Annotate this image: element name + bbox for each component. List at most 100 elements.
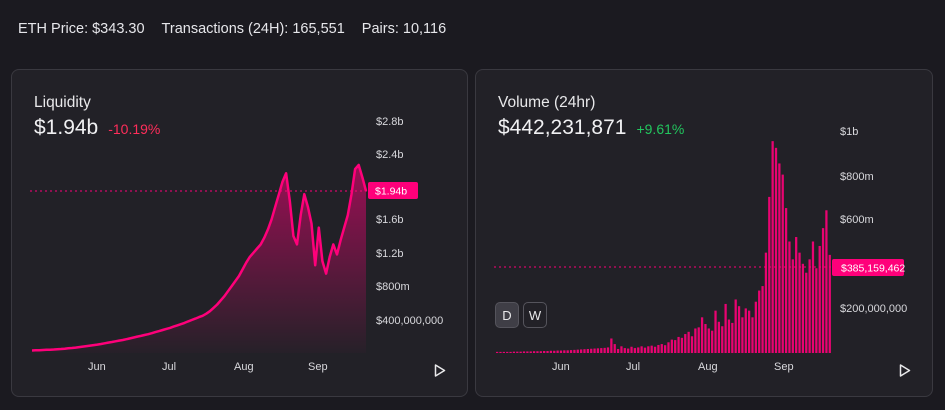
volume-bar <box>754 301 757 353</box>
volume-bar <box>546 350 549 353</box>
liquidity-y-tick: $400,000,000 <box>376 315 443 327</box>
volume-bar <box>583 349 586 353</box>
volume-bar <box>640 346 643 353</box>
volume-bar <box>731 322 734 354</box>
liquidity-value: $1.94b <box>34 116 99 139</box>
volume-title: Volume (24hr) <box>498 94 596 111</box>
weekly-toggle-button[interactable]: W <box>523 302 547 328</box>
volume-change: +9.61% <box>636 121 685 137</box>
volume-x-tick: Sep <box>774 361 794 373</box>
eth-price: ETH Price: $343.30 <box>18 21 145 37</box>
liquidity-line <box>31 163 368 352</box>
volume-bar <box>761 286 764 353</box>
liquidity-y-tick: $1.2b <box>376 248 404 260</box>
volume-bar <box>620 346 623 353</box>
volume-current-tag-text: $385,159,462 <box>841 263 905 275</box>
volume-bar <box>606 347 610 354</box>
play-icon <box>434 363 446 377</box>
volume-value: $442,231,871 <box>498 116 627 139</box>
volume-bar <box>734 299 737 353</box>
liquidity-y-tick: $2.8b <box>376 116 404 128</box>
volume-bar <box>727 319 731 353</box>
volume-bar <box>657 344 660 353</box>
volume-bar <box>811 241 815 353</box>
volume-bar <box>529 351 532 353</box>
volume-bar <box>650 345 653 353</box>
volume-bar <box>741 317 744 353</box>
volume-bar <box>556 350 559 353</box>
volume-bar <box>653 346 657 353</box>
volume-bar <box>704 324 707 353</box>
liquidity-summary: $1.94b -10.19% <box>34 116 160 140</box>
volume-bar <box>744 308 747 353</box>
liquidity-card: Liquidity $1.94b -10.19% $1.94b $2.8b $2… <box>11 69 468 397</box>
volume-bar <box>526 351 529 353</box>
volume-bar <box>586 348 589 353</box>
liquidity-area <box>32 165 366 353</box>
volume-bar <box>808 259 811 353</box>
volume-x-tick: Jul <box>626 361 640 373</box>
volume-bar <box>700 317 704 353</box>
volume-bar <box>660 344 663 353</box>
global-stats-bar: ETH Price: $343.30 Transactions (24H): 1… <box>18 21 446 37</box>
volume-bar <box>707 328 710 353</box>
volume-bar <box>506 351 509 353</box>
volume-bar <box>791 259 794 353</box>
volume-bar <box>539 351 542 353</box>
volume-bar <box>680 337 684 353</box>
volume-chart[interactable]: $385,159,462 $1b $800m $600m $200,000,00… <box>476 70 934 398</box>
volume-bar <box>717 321 721 353</box>
volume-bar <box>502 351 505 353</box>
volume-bar <box>694 328 697 353</box>
volume-bar <box>509 351 512 353</box>
liquidity-play-button[interactable] <box>432 362 448 378</box>
volume-bar <box>664 345 667 353</box>
liquidity-x-tick: Aug <box>234 361 254 373</box>
volume-bar <box>593 348 596 353</box>
volume-y-tick: $600m <box>840 214 874 226</box>
volume-bar <box>758 290 761 353</box>
volume-bar <box>536 351 539 353</box>
volume-bar <box>818 245 821 353</box>
liquidity-chart[interactable]: $1.94b $2.8b $2.4b $1.6b $1.2b $800m $40… <box>12 70 469 398</box>
volume-bar <box>596 348 600 353</box>
liquidity-x-tick: Sep <box>308 361 328 373</box>
volume-bar <box>764 252 768 353</box>
volume-bar <box>633 348 637 353</box>
volume-bar <box>768 196 771 353</box>
liquidity-y-tick: $800m <box>376 281 410 293</box>
volume-bar <box>603 347 606 353</box>
volume-bar <box>637 347 640 354</box>
volume-bar <box>801 263 805 353</box>
volume-bar <box>788 241 791 353</box>
volume-bar <box>684 334 687 353</box>
volume-bar <box>613 344 616 353</box>
volume-bar <box>576 349 579 353</box>
liquidity-x-tick: Jul <box>162 361 176 373</box>
volume-bar <box>519 351 522 353</box>
volume-bar <box>798 252 801 353</box>
volume-bar <box>590 348 593 353</box>
volume-bar <box>687 331 690 353</box>
volume-bar <box>667 342 670 353</box>
volume-bar <box>784 208 788 353</box>
volume-y-tick: $200,000,000 <box>840 303 907 315</box>
liquidity-y-tick: $2.4b <box>376 149 404 161</box>
volume-x-tick: Aug <box>698 361 718 373</box>
volume-bar <box>748 310 751 353</box>
volume-play-button[interactable] <box>897 362 913 378</box>
volume-bar <box>580 349 583 353</box>
play-icon <box>899 363 911 377</box>
volume-y-tick: $800m <box>840 171 874 183</box>
volume-summary: $442,231,871 +9.61% <box>498 116 684 140</box>
volume-bar <box>643 347 647 353</box>
volume-y-tick: $1b <box>840 126 858 138</box>
volume-bar <box>751 317 754 353</box>
volume-bar <box>600 348 603 353</box>
volume-current-tag <box>832 259 904 276</box>
volume-bar <box>559 350 563 353</box>
volume-bar <box>781 174 784 353</box>
volume-bar <box>821 228 825 353</box>
liquidity-change: -10.19% <box>108 121 161 137</box>
daily-toggle-button[interactable]: D <box>495 302 519 328</box>
